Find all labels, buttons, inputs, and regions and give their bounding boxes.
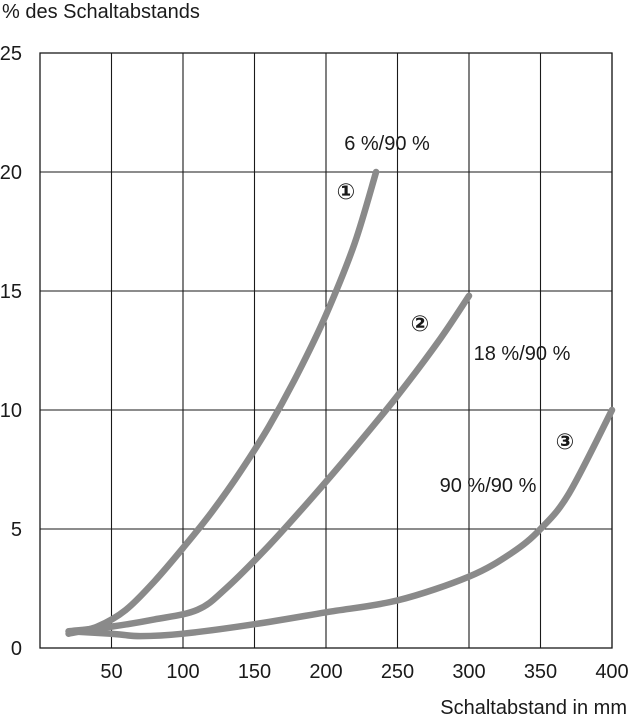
series-line-2 <box>65 292 473 635</box>
x-axis-title: Schaltabstand in mm <box>440 697 627 719</box>
y-tick-label-2: 10 <box>0 400 22 422</box>
series-labels: 6 %/90 % ① 18 %/90 % ② 90 %/90 % ③ <box>337 133 575 497</box>
y-tick-label-3: 15 <box>0 281 22 303</box>
x-tick-label-2: 150 <box>238 661 271 683</box>
axis-ticks: 50 100 150 200 250 300 350 400 0 5 10 15 20 25 <box>0 43 629 683</box>
x-tick-label-4: 250 <box>381 661 414 683</box>
series-marker-3: ③ <box>556 429 575 454</box>
series-label-1: 6 %/90 % <box>344 133 430 155</box>
series-marker-2: ② <box>411 311 430 336</box>
series-label-3: 90 %/90 % <box>440 475 537 497</box>
x-tick-label-6: 350 <box>524 661 557 683</box>
series-line-1 <box>65 168 380 637</box>
series-lines <box>65 168 616 640</box>
x-tick-label-7: 400 <box>595 661 628 683</box>
y-axis-title: % des Schaltabstands <box>2 1 200 23</box>
series-marker-1: ① <box>337 179 356 204</box>
series-line-3 <box>65 406 616 640</box>
y-tick-label-5: 25 <box>0 43 22 65</box>
x-tick-label-1: 100 <box>166 661 199 683</box>
y-tick-label-1: 5 <box>11 519 22 541</box>
y-tick-label-4: 20 <box>0 162 22 184</box>
x-tick-label-5: 300 <box>452 661 485 683</box>
grid <box>39 52 613 649</box>
x-tick-label-3: 200 <box>309 661 342 683</box>
y-tick-label-0: 0 <box>11 638 22 660</box>
series-label-2: 18 %/90 % <box>474 343 571 365</box>
x-tick-label-0: 50 <box>100 661 122 683</box>
